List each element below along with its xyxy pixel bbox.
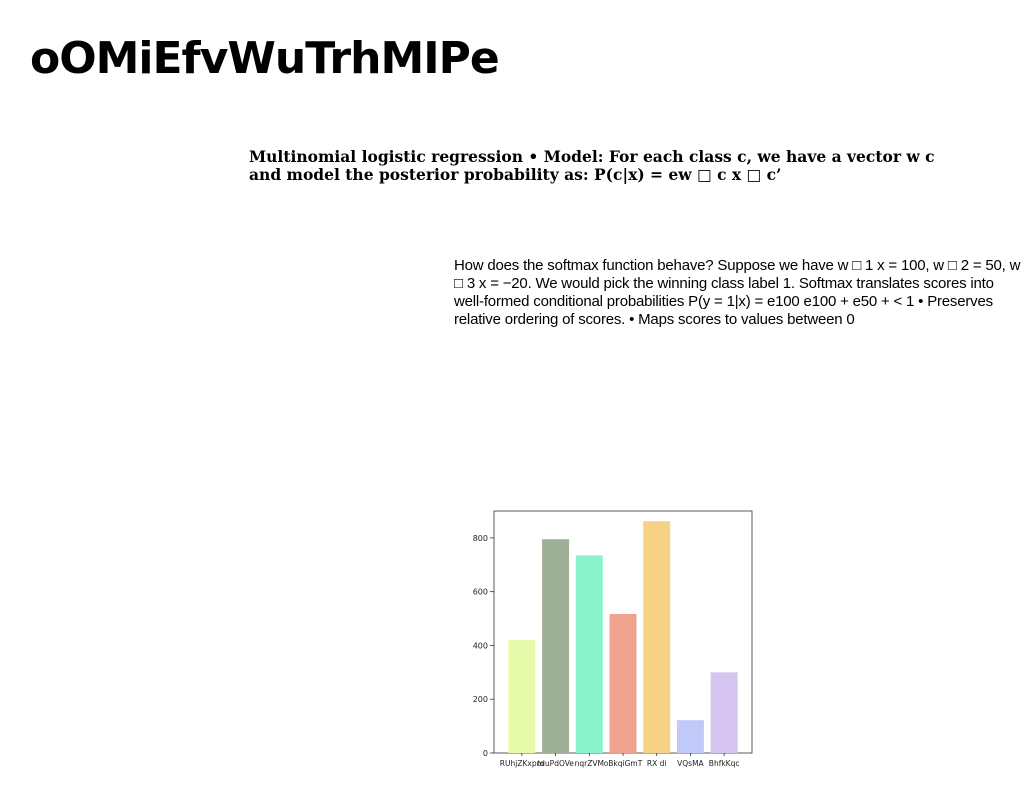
x-tick-label: tduPdOVe [537,759,574,768]
bar [676,720,704,753]
bar [508,640,536,753]
y-tick-label: 0 [483,749,488,758]
y-tick-label: 400 [473,641,488,650]
bar [643,521,671,753]
slide-heading: Multinomial logistic regression • Model:… [249,147,935,184]
bar [575,555,603,753]
x-tick-label: nqrZVM [575,759,604,768]
bar [710,672,738,753]
y-tick-label: 600 [473,588,488,597]
x-tick-label: BhfkKqc [709,759,740,768]
bar [542,539,570,753]
slide-title: oOMiEfvWuTrhMIPe [30,33,500,84]
y-tick-label: 800 [473,534,488,543]
x-tick-label: RX di [647,759,667,768]
x-tick-label: RUhjZKxpm [500,759,544,768]
slide-body-text: How does the softmax function behave? Su… [454,257,1021,328]
y-tick-label: 200 [473,695,488,704]
bar [609,613,637,753]
x-tick-label: VQsMA [677,759,704,768]
bar-chart: 0 200 400 600 800 RUhjZKxpm tduPdOVe nqrZVM oBkq… [460,500,770,780]
x-tick-label: oBkqiGmT [604,759,643,768]
